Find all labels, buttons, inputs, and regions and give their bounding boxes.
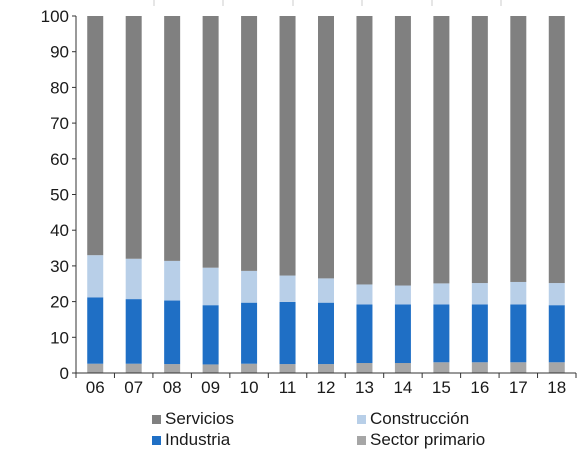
y-tick-label-80: 80 (50, 78, 69, 97)
y-tick-label-90: 90 (50, 43, 69, 62)
bar-09-series-3 (202, 16, 219, 268)
legend-label-1: Construcción (370, 409, 469, 428)
legend-swatch-1 (357, 415, 366, 424)
bar-07-series-3 (125, 16, 142, 259)
bar-15-series-3 (433, 16, 450, 284)
bar-06-series-3 (87, 16, 104, 256)
bar-14-series-0 (394, 363, 411, 373)
bar-18-series-1 (548, 305, 565, 363)
x-tick-label-06: 06 (86, 378, 105, 397)
bar-17-series-3 (510, 16, 527, 282)
x-tick-label-07: 07 (124, 378, 143, 397)
y-tick-label-10: 10 (50, 328, 69, 347)
x-tick-label-13: 13 (355, 378, 374, 397)
bars (87, 16, 565, 373)
x-tick-label-15: 15 (432, 378, 451, 397)
x-tick-label-09: 09 (201, 378, 220, 397)
x-tick-label-11: 11 (279, 378, 297, 397)
x-tick-label-12: 12 (317, 378, 336, 397)
x-tick-label-17: 17 (509, 378, 528, 397)
bar-10-series-1 (241, 302, 258, 364)
bar-15-series-1 (433, 304, 450, 363)
bar-12-series-1 (318, 302, 334, 365)
y-tick-label-100: 100 (41, 7, 69, 26)
bar-16-series-3 (471, 16, 488, 284)
y-tick-label-70: 70 (50, 114, 69, 133)
bar-11-series-2 (279, 275, 296, 302)
bar-08-series-2 (164, 260, 181, 301)
bar-11-series-3 (279, 16, 296, 276)
bar-06-series-0 (87, 363, 104, 373)
bar-13-series-0 (356, 363, 373, 373)
legend-label-3: Sector primario (370, 430, 485, 449)
x-tick-label-10: 10 (240, 378, 259, 397)
legend-label-0: Servicios (165, 409, 234, 428)
bar-17-series-1 (510, 304, 527, 363)
legend-swatch-0 (152, 415, 161, 424)
bar-07-series-2 (125, 258, 142, 300)
bar-14-series-2 (394, 285, 411, 305)
x-tick-label-18: 18 (547, 378, 566, 397)
x-axis: 06 07 08 09 10 11 12 13 14 15 16 17 18 (75, 372, 577, 397)
bar-12-series-0 (318, 364, 334, 373)
bar-15-series-0 (433, 362, 450, 373)
bar-07-series-0 (125, 363, 142, 373)
bar-17-series-0 (510, 362, 527, 373)
bar-13-series-2 (356, 284, 373, 305)
bar-10-series-0 (241, 363, 258, 373)
bar-13-series-1 (356, 304, 373, 364)
bar-18-series-2 (548, 283, 565, 306)
bar-14-series-1 (394, 304, 411, 364)
bar-16-series-2 (471, 283, 488, 305)
bar-07-series-1 (125, 299, 142, 364)
y-tick-label-0: 0 (60, 364, 69, 383)
bar-10-series-3 (241, 16, 258, 271)
bar-09-series-0 (202, 364, 219, 373)
bar-18-series-3 (548, 16, 565, 284)
bar-17-series-2 (510, 281, 527, 305)
x-tick-label-16: 16 (470, 378, 489, 397)
y-axis: 0 10 20 30 40 50 60 70 80 90 100 (41, 7, 77, 383)
y-tick-label-20: 20 (50, 293, 69, 312)
bar-13-series-3 (356, 16, 373, 285)
bar-06-series-1 (87, 297, 104, 364)
bar-08-series-1 (164, 300, 181, 365)
bar-15-series-2 (433, 283, 450, 305)
legend-swatch-3 (357, 436, 366, 445)
bar-06-series-2 (87, 255, 104, 298)
bar-11-series-1 (279, 301, 296, 365)
y-tick-label-50: 50 (50, 186, 69, 205)
bar-09-series-2 (202, 267, 219, 306)
bar-12-series-3 (318, 16, 334, 279)
y-tick-label-60: 60 (50, 150, 69, 169)
bar-08-series-0 (164, 364, 181, 373)
bar-14-series-3 (394, 16, 411, 286)
y-tick-label-30: 30 (50, 257, 69, 276)
legend: Servicios Construcción Industria Sector pri… (152, 409, 485, 449)
bar-11-series-0 (279, 364, 296, 373)
x-tick-label-14: 14 (393, 378, 412, 397)
bar-12-series-2 (318, 278, 334, 303)
bar-18-series-0 (548, 362, 565, 373)
legend-swatch-2 (152, 436, 161, 445)
bar-10-series-2 (241, 270, 258, 303)
bar-09-series-1 (202, 305, 219, 365)
bar-16-series-1 (471, 304, 488, 363)
bar-08-series-3 (164, 16, 181, 261)
bar-16-series-0 (471, 362, 488, 373)
top-axis-ticks (153, 0, 502, 6)
x-tick-label-08: 08 (163, 378, 182, 397)
y-tick-label-40: 40 (50, 221, 69, 240)
legend-label-2: Industria (165, 430, 231, 449)
